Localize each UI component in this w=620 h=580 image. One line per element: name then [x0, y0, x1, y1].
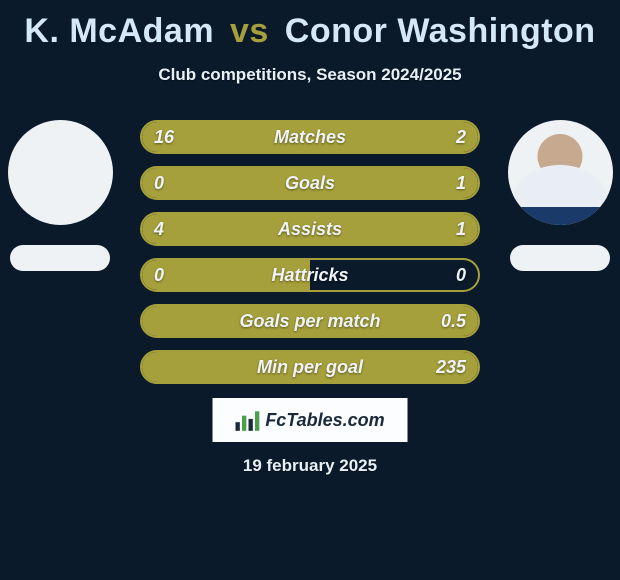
- title-vs: vs: [230, 12, 269, 50]
- stat-value-right: 0: [456, 260, 466, 290]
- fctables-badge: FcTables.com: [213, 398, 408, 442]
- player2-avatar: [508, 120, 613, 225]
- stat-row: 0Hattricks0: [140, 258, 480, 292]
- comparison-title: K. McAdam vs Conor Washington: [0, 0, 620, 51]
- player1-club-badge: [10, 245, 110, 271]
- stat-value-right: 1: [456, 214, 466, 244]
- stat-label: Hattricks: [142, 260, 478, 290]
- stat-row: 0Goals1: [140, 166, 480, 200]
- player2-column: [500, 120, 620, 271]
- stat-label: Matches: [142, 122, 478, 152]
- title-player1: K. McAdam: [24, 12, 214, 50]
- stat-row: Min per goal235: [140, 350, 480, 384]
- stat-label: Goals per match: [142, 306, 478, 336]
- badge-text: FcTables.com: [265, 410, 384, 431]
- stat-value-right: 1: [456, 168, 466, 198]
- player1-column: [0, 120, 120, 271]
- title-player2: Conor Washington: [285, 12, 596, 50]
- stat-label: Assists: [142, 214, 478, 244]
- stats-container: 16Matches20Goals14Assists10Hattricks0Goa…: [140, 120, 480, 384]
- stat-row: Goals per match0.5: [140, 304, 480, 338]
- stat-row: 16Matches2: [140, 120, 480, 154]
- stat-value-right: 2: [456, 122, 466, 152]
- bar-chart-icon: [235, 409, 261, 431]
- stat-label: Goals: [142, 168, 478, 198]
- date-label: 19 february 2025: [0, 456, 620, 476]
- player2-club-badge: [510, 245, 610, 271]
- stat-label: Min per goal: [142, 352, 478, 382]
- subtitle: Club competitions, Season 2024/2025: [0, 65, 620, 85]
- stat-row: 4Assists1: [140, 212, 480, 246]
- player1-avatar: [8, 120, 113, 225]
- stat-value-right: 235: [436, 352, 466, 382]
- stat-value-right: 0.5: [441, 306, 466, 336]
